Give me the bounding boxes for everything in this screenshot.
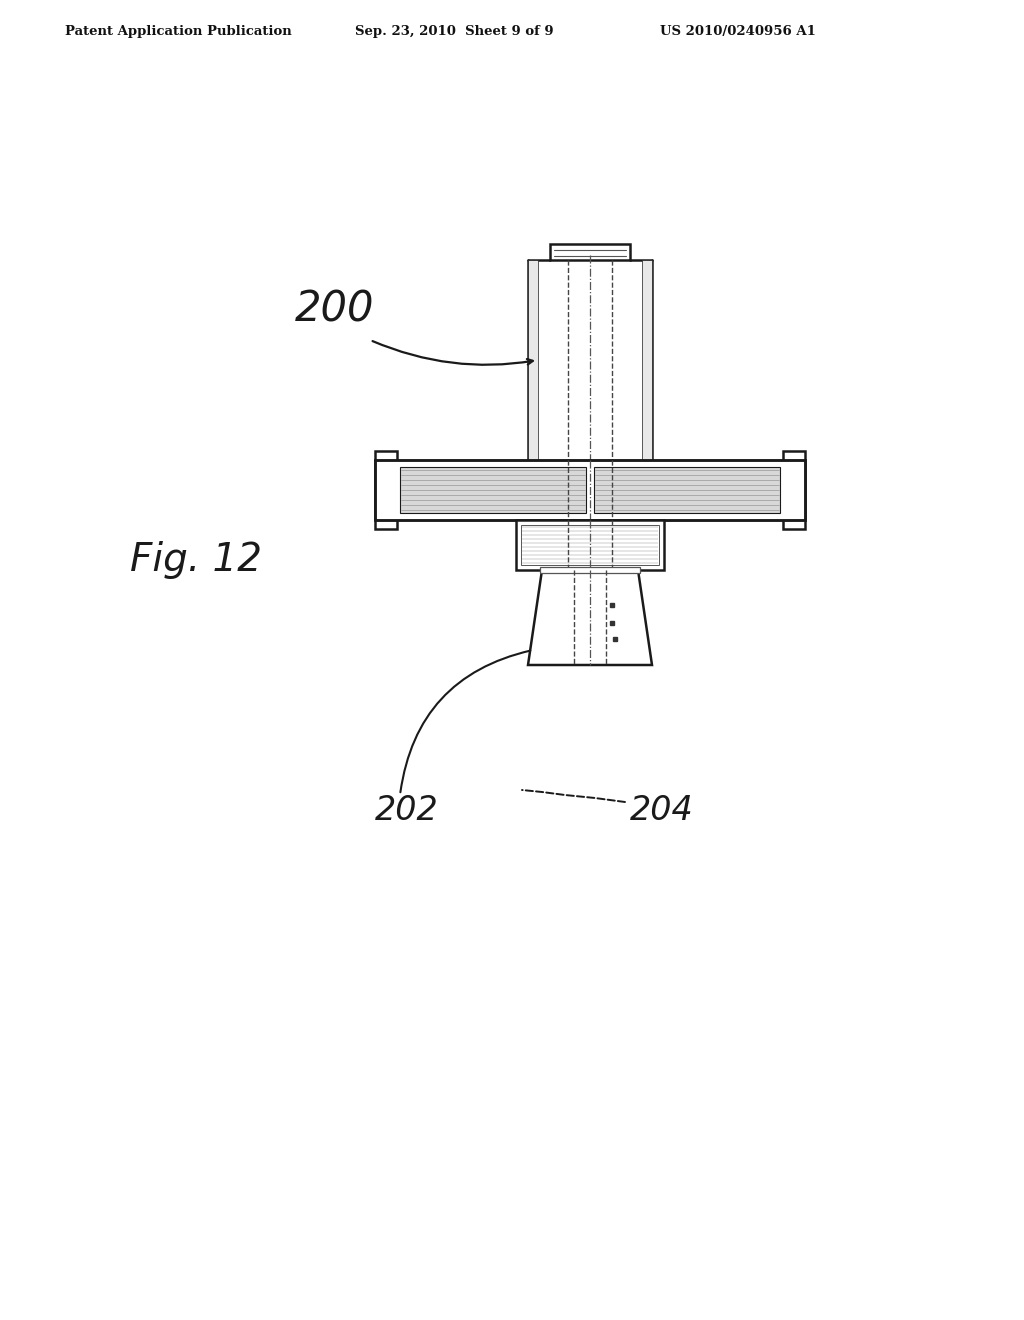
Bar [783,451,805,529]
Bar [642,260,652,459]
Text: US 2010/0240956 A1: US 2010/0240956 A1 [660,25,816,38]
Bar [594,467,780,513]
Text: Fig. 12: Fig. 12 [130,541,262,579]
Bar [375,451,397,529]
Bar [400,467,586,513]
Bar [375,459,805,520]
Text: 200: 200 [295,289,375,331]
Bar [521,525,659,565]
Bar [375,459,805,520]
Bar [516,520,664,570]
Text: Sep. 23, 2010  Sheet 9 of 9: Sep. 23, 2010 Sheet 9 of 9 [355,25,554,38]
Text: 202: 202 [375,793,438,826]
Polygon shape [528,570,652,665]
Text: Patent Application Publication: Patent Application Publication [65,25,292,38]
Bar [528,260,538,459]
Bar [540,568,640,573]
Bar [550,244,630,260]
Text: 204: 204 [630,793,693,826]
